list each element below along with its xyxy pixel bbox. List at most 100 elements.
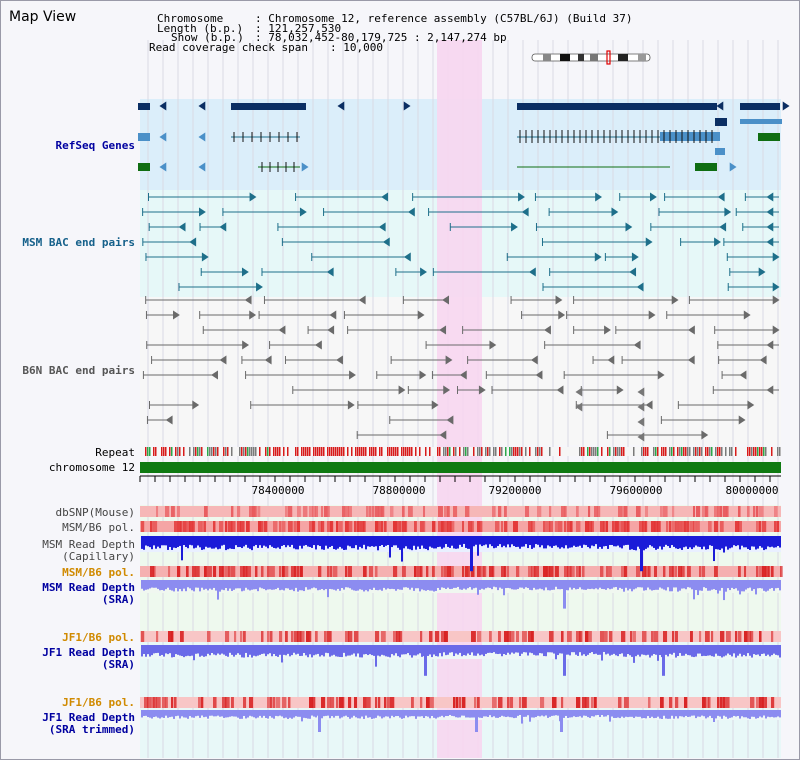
depth-bar [247,536,249,548]
heat-cell [411,697,414,708]
depth-bar [239,710,241,719]
bac-pair-arrow [648,310,656,320]
depth-bar [313,710,315,717]
depth-bar [689,645,691,656]
depth-bar [505,645,507,655]
heat-cell [504,631,509,642]
heat-cell [609,631,613,642]
repeat-mark [371,447,373,456]
refseq-genes-features[interactable] [138,101,790,172]
msm-bac-features[interactable] [142,192,780,292]
depth-bar [393,580,395,590]
heat-cell [363,521,366,532]
depth-bar [319,580,321,590]
depth-bar [545,580,547,588]
heat-cell [432,566,435,577]
depth-bar [171,536,173,550]
depth-bar [385,536,387,546]
depth-bar [647,645,649,655]
depth-bar [149,536,151,548]
heat-cell [318,521,322,532]
depth-bar [187,536,189,549]
depth-bar [637,580,639,588]
chromosome-ideogram[interactable] [531,50,651,65]
depth-bar [491,710,493,718]
repeat-mark [749,447,751,456]
bac-pair-arrow [556,385,564,395]
depth-bar [481,580,483,589]
depth-bar [143,710,145,716]
depth-bar [685,645,687,654]
depth-bar [679,536,681,549]
depth-bar [649,710,651,718]
bac-pair-arrow [459,370,467,380]
depth-bar [617,645,619,657]
repeat-mark [719,447,721,456]
depth-bar [359,580,361,590]
depth-bar [463,645,465,656]
gene-block [138,133,150,141]
depth-bar [279,710,281,716]
repeat-mark [579,447,581,456]
depth-bar [241,536,243,549]
depth-bar [383,536,385,548]
depth-bar [657,580,659,590]
repeat-mark [225,447,227,456]
depth-bar [495,710,497,718]
gene-block [231,103,306,110]
repeat-mark [389,447,391,456]
depth-bar [145,580,147,590]
depth-bar [299,536,301,546]
depth-bar [327,580,329,598]
repeat-mark [587,447,589,456]
gene-arrow [729,162,737,172]
track-label-refseq[interactable]: RefSeq Genes [55,139,135,152]
bac-pair-arrow [198,207,206,217]
heat-cell [156,631,159,642]
depth-bar [635,645,637,657]
track-label-msm-bac[interactable]: MSM BAC end pairs [22,236,135,249]
depth-bar [775,645,777,655]
depth-bar [651,580,653,591]
depth-bar [443,645,445,653]
repeat-mark [401,447,403,456]
depth-bar [329,710,331,719]
bac-pair-arrow [701,430,709,440]
b6n-bac-features[interactable] [142,295,780,442]
heat-cell [201,521,205,532]
depth-bar [183,580,185,589]
bac-pair-arrow [165,415,173,425]
depth-bar [181,580,183,592]
heat-cell [240,566,245,577]
heat-cell [651,521,656,532]
heat-cell [720,631,725,642]
depth-bar [499,580,501,588]
depth-bar [607,645,609,654]
depth-bar [731,645,733,657]
depth-bar [333,645,335,655]
heat-cell [543,521,546,532]
depth-bar [517,536,519,547]
depth-bar [329,645,331,657]
bac-pair-arrow [604,325,611,335]
heat-cell [267,697,271,708]
depth-bar [627,710,629,718]
depth-bar [359,536,361,547]
depth-bar [727,536,729,550]
depth-bar [343,580,345,590]
depth-bar [323,580,325,591]
heat-cell [738,506,741,517]
depth-bar [311,645,313,658]
heat-cell [225,566,230,577]
track-label-b6n-bac[interactable]: B6N BAC end pairs [22,364,135,377]
depth-bar [641,710,643,719]
heat-cell [645,521,648,532]
depth-bar [217,580,219,600]
repeat-mark [645,447,647,456]
depth-bar [447,645,449,655]
repeat-mark [437,447,439,456]
depth-bar [223,645,225,655]
depth-bar [737,536,739,546]
heat-cell [345,506,349,517]
